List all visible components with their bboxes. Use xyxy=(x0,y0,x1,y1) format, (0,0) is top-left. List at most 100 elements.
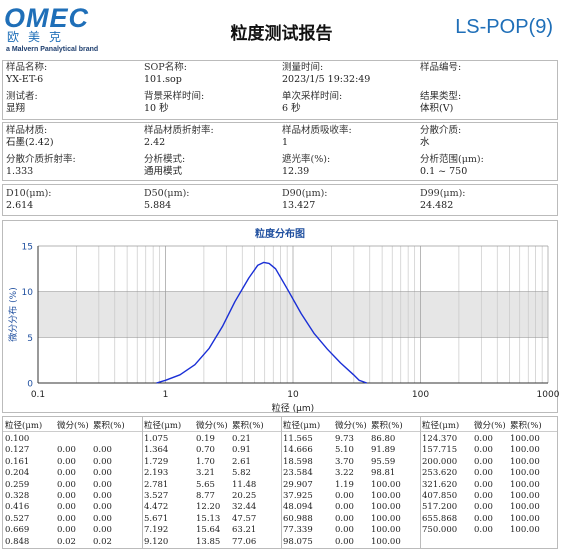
table-cell: 1.729 xyxy=(144,456,169,467)
table-cell: 4.472 xyxy=(144,502,169,513)
table-cell: 0.00 xyxy=(57,445,76,456)
table-cell: 0.00 xyxy=(93,502,112,513)
table-cell: 100.00 xyxy=(510,502,540,513)
d-values-block: D10(μm): 2.614 D50(μm): 5.884 D90(μm): 13.4… xyxy=(2,184,558,216)
chart-x-tick-label: 1000 xyxy=(537,390,559,400)
chart-x-label: 粒径 (μm) xyxy=(272,402,314,414)
table-cell: 100.00 xyxy=(510,479,540,490)
table-cell: 253.620 xyxy=(422,468,458,479)
table-cell: 15.13 xyxy=(196,513,221,524)
table-cell: 0.00 xyxy=(474,434,493,444)
info-obscuration: 遮光率(%): 12.39 xyxy=(282,154,331,177)
table-cell: 0.19 xyxy=(196,434,215,444)
chart-y-label: 微分分布 (%) xyxy=(7,287,19,341)
size-data-table: 粒径(μm) 微分(%) 累积(%) 0.100 0.127 0.00 0.00 0.161 0… xyxy=(2,416,558,549)
table-cell: 0.00 xyxy=(474,445,493,456)
chart-y-tick-label: 0 xyxy=(27,380,33,390)
table-cell: 0.00 xyxy=(57,513,76,524)
table-cell: 0.70 xyxy=(196,445,215,456)
table-cell: 100.00 xyxy=(371,536,401,547)
table-cell: 0.204 xyxy=(5,468,30,479)
table-cell: 0.00 xyxy=(93,513,112,524)
table-cell: 100.00 xyxy=(371,513,401,524)
table-cell: 18.598 xyxy=(283,456,313,467)
table-cell: 0.02 xyxy=(93,536,112,547)
table-cell: 100.00 xyxy=(510,513,540,524)
table-header-cell: 累积(%) xyxy=(93,421,125,431)
table-cell: 100.00 xyxy=(510,456,540,467)
table-cell: 0.161 xyxy=(5,456,30,467)
table-cell: 0.00 xyxy=(57,525,76,536)
table-cell: 407.850 xyxy=(422,491,458,501)
table-cell: 157.715 xyxy=(422,445,458,456)
info-dispersant: 分散介质: 水 xyxy=(420,125,462,148)
report-title: 粒度测试报告 xyxy=(230,24,333,44)
table-cell: 8.77 xyxy=(196,491,215,501)
table-cell: 100.00 xyxy=(510,525,540,536)
table-cell: 0.00 xyxy=(93,479,112,490)
info-d99: D99(μm): 24.482 xyxy=(420,188,466,211)
table-cell: 7.192 xyxy=(144,525,169,536)
table-cell: 2.781 xyxy=(144,479,169,490)
table-cell: 47.57 xyxy=(232,513,257,524)
table-column-divider xyxy=(142,417,143,548)
table-cell: 14.666 xyxy=(283,445,313,456)
table-cell: 0.00 xyxy=(335,536,354,547)
table-cell: 1.19 xyxy=(335,479,354,490)
table-cell: 0.00 xyxy=(474,502,493,513)
chart-title: 粒度分布图 xyxy=(255,229,305,240)
table-cell: 750.000 xyxy=(422,525,458,536)
info-absorption: 样品材质吸收率: 1 xyxy=(282,125,352,148)
table-cell: 5.671 xyxy=(144,513,169,524)
logo-chinese-name: 欧美克 xyxy=(7,30,71,44)
table-cell: 100.00 xyxy=(371,502,401,513)
info-operator: 测试者: 显翔 xyxy=(6,91,38,114)
chart-y-tick-label: 5 xyxy=(27,334,33,344)
table-cell: 0.00 xyxy=(57,468,76,479)
table-cell: 0.00 xyxy=(335,513,354,524)
table-cell: 200.000 xyxy=(422,456,458,467)
table-cell: 60.988 xyxy=(283,513,313,524)
chart-y-tick-label: 15 xyxy=(22,243,33,253)
table-cell: 63.21 xyxy=(232,525,257,536)
chart-series-line xyxy=(156,261,368,384)
chart-x-tick-label: 100 xyxy=(412,390,429,400)
table-cell: 0.00 xyxy=(335,502,354,513)
report-header: OMEC 欧美克 a Malvern Panalytical brand 粒度测… xyxy=(0,0,563,60)
table-cell: 15.64 xyxy=(196,525,221,536)
table-cell: 77.06 xyxy=(232,536,257,547)
table-header-cell: 微分(%) xyxy=(57,421,89,431)
info-measure-time: 测量时间: 2023/1/5 19:32:49 xyxy=(282,62,371,85)
table-cell: 0.00 xyxy=(57,479,76,490)
table-cell: 0.00 xyxy=(335,491,354,501)
table-cell: 0.669 xyxy=(5,525,30,536)
table-column-divider xyxy=(281,417,282,548)
table-cell: 0.00 xyxy=(474,468,493,479)
table-cell: 0.21 xyxy=(232,434,251,444)
table-cell: 124.370 xyxy=(422,434,458,444)
material-info-block: 样品材质: 石墨(2.42) 样品材质折射率: 2.42 样品材质吸收率: 1 分散介… xyxy=(2,122,558,181)
info-dispersant-ri: 分散介质折射率: 1.333 xyxy=(6,154,76,177)
table-header-cell: 累积(%) xyxy=(232,421,264,431)
table-cell: 3.70 xyxy=(335,456,354,467)
table-cell: 100.00 xyxy=(371,525,401,536)
chart-x-tick-label: 0.1 xyxy=(31,390,45,400)
table-header-cell: 微分(%) xyxy=(474,421,506,431)
table-cell: 3.527 xyxy=(144,491,169,501)
table-cell: 0.00 xyxy=(474,491,493,501)
table-cell: 0.00 xyxy=(57,456,76,467)
logo-wordmark: OMEC xyxy=(4,3,89,33)
table-column-divider xyxy=(420,417,421,548)
table-header-cell: 粒径(μm) xyxy=(283,421,321,431)
table-cell: 517.200 xyxy=(422,502,458,513)
table-cell: 100.00 xyxy=(371,479,401,490)
table-cell: 9.73 xyxy=(335,434,354,444)
table-cell: 48.094 xyxy=(283,502,313,513)
table-cell: 655.868 xyxy=(422,513,458,524)
info-analysis-mode: 分析模式: 通用模式 xyxy=(144,154,186,177)
table-header-cell: 粒径(μm) xyxy=(5,421,43,431)
table-cell: 100.00 xyxy=(510,491,540,501)
chart-plot: 0 5 10 15 0.1 1 10 100 1000 粒径 (μm) 微分分布 (%) xyxy=(7,243,559,415)
table-header-cell: 粒径(μm) xyxy=(144,421,182,431)
table-cell: 23.584 xyxy=(283,468,313,479)
